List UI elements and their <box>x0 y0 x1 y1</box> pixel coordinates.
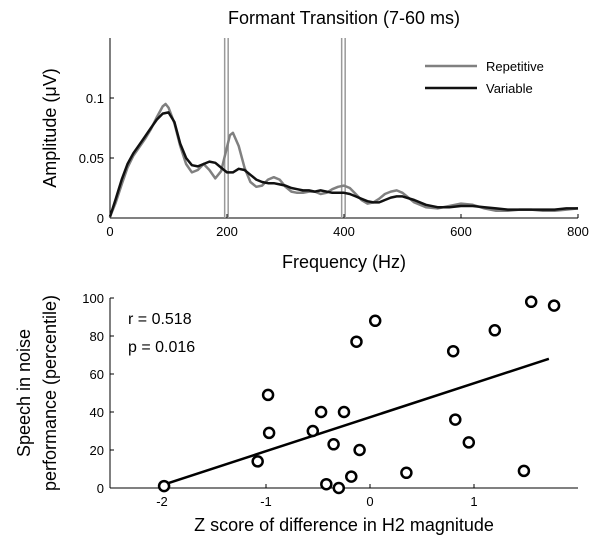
scatter-point <box>251 455 264 468</box>
spectrum-axes: 0 200 400 600 800 0 0.05 0.1 <box>79 38 589 239</box>
scatter-point <box>345 470 358 483</box>
r-value-annotation: r = 0.518 <box>128 311 192 328</box>
y-tick-label: 60 <box>90 367 104 382</box>
x-tick-label: 0 <box>366 494 373 509</box>
scatter-points <box>157 295 561 495</box>
spectrum-series <box>108 102 579 218</box>
x-tick-label: 600 <box>450 224 472 239</box>
series-line-repetitive <box>108 102 579 218</box>
y-tick-label: 0.1 <box>86 91 104 106</box>
y-axis-title-line-1: Speech in noise <box>14 329 34 457</box>
x-axis-title: Frequency (Hz) <box>282 252 406 272</box>
y-tick-label: 20 <box>90 443 104 458</box>
scatter-point <box>446 344 460 358</box>
scatter-point <box>368 314 382 328</box>
scatter-point <box>320 477 333 491</box>
scatter-point <box>517 464 531 478</box>
y-tick-label: 0 <box>97 211 104 226</box>
x-tick-label: -1 <box>260 494 272 509</box>
scatter-point <box>262 426 276 440</box>
scatter-point <box>350 335 363 348</box>
scatter-point <box>332 481 346 495</box>
scatter-point <box>314 405 328 419</box>
spectrum-panel: Formant Transition (7-60 ms) 0 200 400 600 8… <box>40 8 589 272</box>
legend-label-variable: Variable <box>486 81 533 96</box>
x-tick-label: 0 <box>106 224 113 239</box>
scatter-point <box>157 479 171 493</box>
scatter-point <box>488 324 502 337</box>
scatter-point <box>462 436 476 449</box>
chart-title: Formant Transition (7-60 ms) <box>228 8 460 28</box>
x-tick-label: -2 <box>156 494 168 509</box>
scatter-point <box>449 413 462 426</box>
regression-line <box>161 357 550 487</box>
scatter-point <box>547 299 561 312</box>
y-tick-label: 0.05 <box>79 151 104 166</box>
legend-label-repetitive: Repetitive <box>486 59 544 74</box>
x-tick-label: 200 <box>216 224 238 239</box>
y-tick-label: 80 <box>90 329 104 344</box>
x-axis-title: Z score of difference in H2 magnitude <box>194 515 494 535</box>
scatter-point <box>327 438 340 451</box>
legend: Repetitive Variable <box>425 59 544 96</box>
regression-line-segment <box>161 357 550 487</box>
reference-lines <box>223 38 346 218</box>
x-tick-label: 800 <box>567 224 589 239</box>
y-axis-title-line-2: performance (percentile) <box>40 295 60 491</box>
scatter-point <box>400 466 413 480</box>
p-value-annotation: p = 0.016 <box>128 339 195 356</box>
y-axis-title: Amplitude (μV) <box>40 68 60 187</box>
scatter-point <box>353 443 366 457</box>
scatter-point <box>306 424 320 438</box>
y-tick-label: 100 <box>82 291 104 306</box>
x-tick-label: 400 <box>333 224 355 239</box>
series-line-variable <box>108 111 578 218</box>
scatter-point <box>524 295 538 309</box>
x-tick-label: 1 <box>470 494 477 509</box>
scatter-point <box>337 405 351 419</box>
y-tick-label: 40 <box>90 405 104 420</box>
y-tick-label: 0 <box>97 481 104 496</box>
scatter-point <box>261 388 275 402</box>
